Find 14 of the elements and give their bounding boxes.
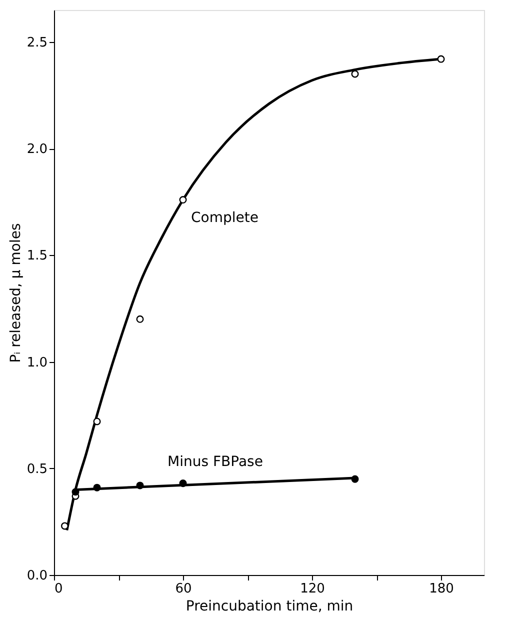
series-label: Complete <box>191 210 258 226</box>
y-axis-title: Pᵢ released, μ moles <box>8 223 24 363</box>
x-tick-label: 60 <box>175 582 192 596</box>
x-axis-title: Preincubation time, min <box>186 598 354 614</box>
y-tick-label: 1.5 <box>26 248 48 264</box>
x-tick-label: 180 <box>429 582 454 596</box>
y-tick-label: 0.5 <box>26 462 48 477</box>
x-tick-label: 120 <box>300 582 325 596</box>
text: 0.0 <box>26 568 48 584</box>
y-tick-label: 2.5 <box>26 35 48 50</box>
series-label: Minus FBPase <box>168 454 263 470</box>
x-tick-label: 0 <box>54 582 63 596</box>
text: 2.0 <box>26 142 48 158</box>
text: 1.0 <box>26 355 48 370</box>
